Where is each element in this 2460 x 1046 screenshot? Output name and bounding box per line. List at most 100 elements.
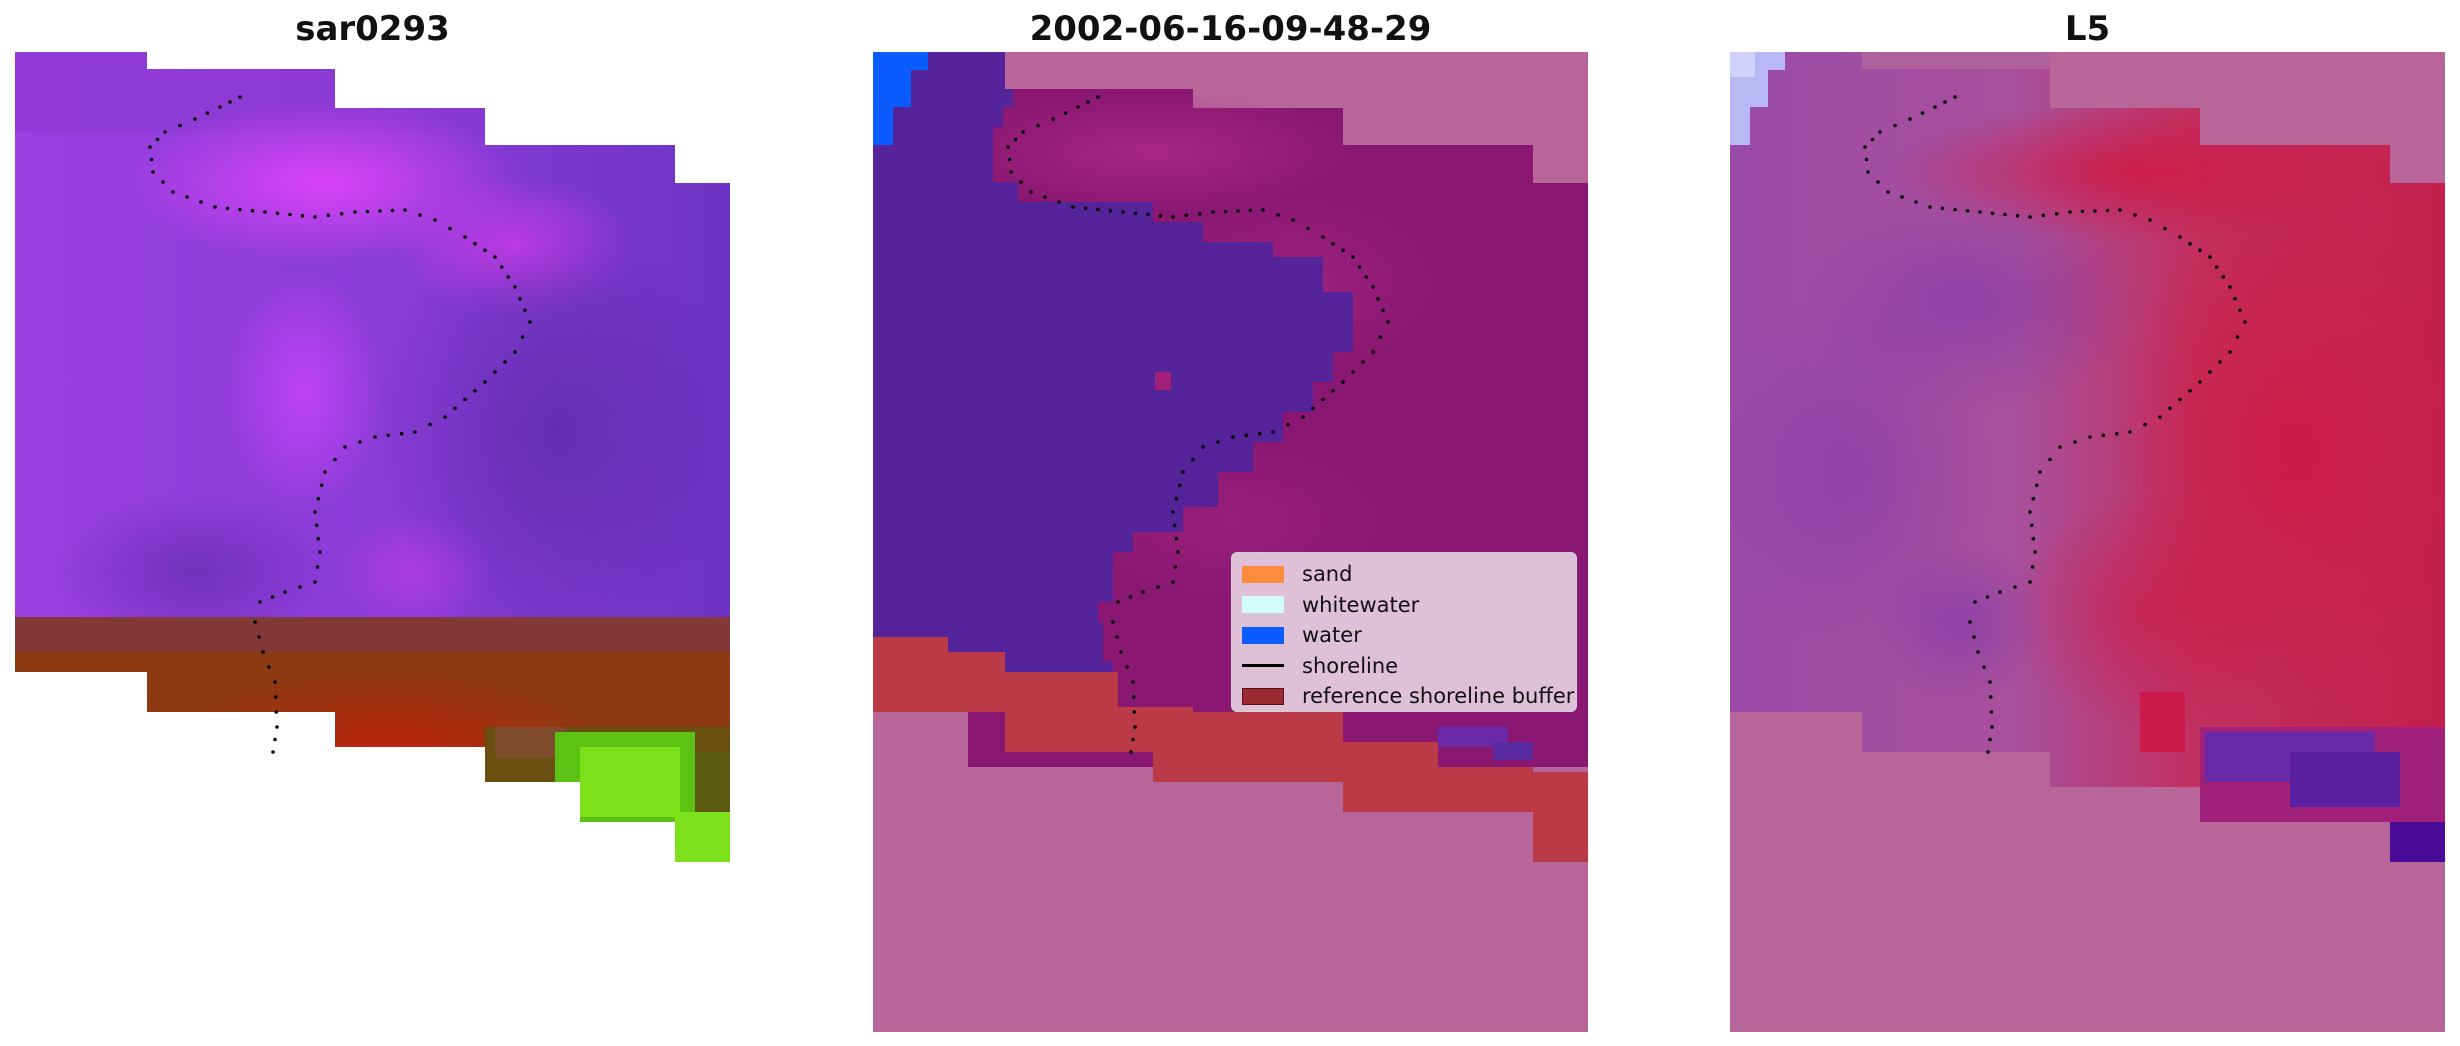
shoreline-point [323,470,327,474]
shoreline-point [2058,445,2062,449]
shoreline-point [263,210,267,214]
shoreline-point [1331,241,1335,246]
shoreline-point [433,218,437,222]
shoreline-point [1211,210,1215,214]
legend-label: sand [1302,562,1353,587]
shoreline-point [2114,431,2119,436]
shoreline-point [1021,130,1025,134]
shoreline-point [499,265,504,269]
shoreline-point [520,335,525,339]
shoreline-point [1321,235,1325,239]
shoreline-point [1236,209,1240,213]
shoreline-point [518,296,522,301]
shoreline-point [313,215,317,219]
legend-item-water: water [1242,620,1566,651]
shoreline-point [1291,218,1295,222]
shoreline-point [1351,255,1355,259]
shoreline-point [2188,241,2192,246]
water-swatch [1242,626,1284,644]
shoreline-point [1128,595,1133,599]
shoreline-point [1863,145,1867,149]
shoreline-point [228,100,232,104]
shoreline-point [1357,265,1362,269]
shoreline-point [1940,206,1945,211]
shoreline-point [473,241,477,246]
shoreline-point [353,210,357,214]
shoreline-point [2028,580,2032,584]
shoreline-point [2013,585,2017,589]
shoreline-point [399,431,404,436]
shoreline-point [257,635,261,639]
shoreline-point [1184,213,1189,218]
shoreline-point [1351,370,1355,374]
shoreline-point [2101,433,2106,438]
shoreline-point [443,415,447,419]
shoreline-point [1171,215,1175,219]
shoreline-point [1131,680,1135,684]
shoreline-point [1191,457,1195,462]
buffer-swatch [1242,687,1284,705]
shoreline-point [1131,737,1135,742]
shoreline-point [2118,208,2122,212]
shoreline-point [1988,680,1992,684]
shoreline-point [238,207,242,212]
shoreline-point [1386,320,1390,324]
shoreline-point [1893,123,1897,128]
shoreline-point [1953,207,1957,212]
shoreline-point [267,665,271,669]
shoreline-point [1341,380,1345,384]
shoreline-point [1096,95,1100,99]
shoreline-point [218,105,222,109]
shoreline-point [225,206,230,211]
shoreline-line [1006,95,1390,754]
shoreline-point [161,180,165,184]
shoreline-point [428,422,432,427]
shoreline-point [1943,100,1947,104]
shoreline-point [1990,725,1994,729]
shoreline-point [2148,218,2152,222]
panel-title-l5: L5 [2064,9,2111,49]
legend-item-shoreline: shoreline [1242,651,1566,682]
shoreline-line [148,95,532,754]
shoreline-point [2080,209,2085,214]
shoreline-point [1276,213,1280,217]
shoreline-point [2208,370,2212,374]
shoreline-point [1301,415,1305,419]
legend-label: whitewater [1302,592,1420,617]
shoreline-point [1988,695,1993,699]
shoreline-point [1019,180,1023,184]
shoreline-point [1989,710,1994,714]
shoreline-point [1133,211,1138,216]
shoreline-point [2198,380,2202,384]
shoreline-point [319,483,324,488]
shoreline-point [418,213,422,217]
shoreline-point [1129,750,1133,754]
shoreline-point [1174,536,1179,541]
shoreline-point [2221,275,2226,279]
shoreline-point [2243,320,2247,324]
shoreline-point [2029,523,2034,528]
shoreline-point [213,205,217,209]
panel-rgb-image [15,52,730,862]
shoreline-point [2168,406,2172,411]
shoreline-point [1121,210,1125,214]
shoreline-point [2133,213,2137,217]
shoreline-point [463,235,467,239]
shoreline-point [2033,550,2037,554]
sand-swatch [1242,565,1284,583]
shoreline-point [1176,550,1180,554]
shoreline-line-swatch [1242,664,1284,668]
shoreline-point [1244,433,1249,438]
shoreline-point [2093,209,2097,213]
shoreline-point [1119,650,1123,654]
shoreline-point [1928,205,1932,209]
shoreline-point [453,406,457,411]
shoreline-point [513,285,517,289]
shoreline-point [473,389,477,393]
shoreline-point [271,750,275,754]
shoreline-point [1156,585,1160,589]
shoreline-point [1013,137,1018,142]
shoreline-point [2068,210,2072,214]
shoreline-point [2188,389,2192,393]
shoreline-point [148,145,152,149]
